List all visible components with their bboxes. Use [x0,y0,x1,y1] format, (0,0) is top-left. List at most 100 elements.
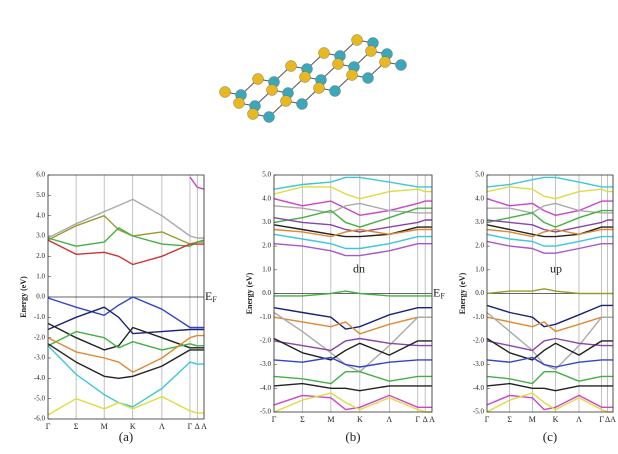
x-tick-label: K [130,422,136,431]
band [273,202,432,214]
x-tick-label: A [201,422,207,431]
band [274,290,432,297]
x-tick-label: A [429,415,435,424]
y-tick-label: 4.0 [36,211,45,219]
fermi-label: EF [433,285,445,300]
plot-frame [273,174,433,413]
y-tick-label: -6.0 [34,415,46,423]
y-tick-label: 2.0 [36,252,45,260]
band [273,217,432,233]
fermi-label-sub: F [440,291,445,300]
x-tick-label: Λ [576,415,582,424]
fermi-label-sub: F [212,295,217,304]
band [486,176,613,188]
band [273,207,432,228]
fermi-label-main: E [433,285,440,299]
y-axis-label: Energy (eV) [245,272,254,314]
y-axis-label: Energy (eV) [458,272,467,314]
y-tick-label: 1.0 [262,265,271,273]
band [486,240,613,254]
atom [266,84,278,96]
y-tick-label: -4.0 [473,384,485,392]
spin-label: up [550,262,562,276]
x-tick-label: K [553,415,559,424]
band [273,394,432,411]
band [486,337,613,361]
y-tick-label: 1.0 [36,272,45,280]
y-axis-label: Energy (eV) [19,276,28,318]
atom [285,60,297,72]
band [487,202,613,214]
band [47,239,204,266]
y-tick-label: -1.0 [473,313,485,321]
atom [263,111,275,123]
band [273,307,432,330]
band [273,316,432,335]
y-tick-label: 1.0 [475,265,484,273]
y-tick-label: 5.0 [262,171,271,179]
y-tick-label: 5.0 [36,191,45,199]
band [273,228,432,238]
y-tick-label: -2.0 [34,333,46,341]
x-tick-label: M [101,422,108,431]
y-tick-label: -3.0 [34,354,46,362]
band [273,392,432,413]
y-tick-label: 3.0 [36,232,45,240]
band [486,394,613,411]
x-tick-label: M [529,415,536,424]
atom [365,45,377,57]
band [486,209,613,228]
x-tick-label: Δ [423,415,428,424]
y-tick-label: 2.0 [262,242,271,250]
band [486,337,613,352]
band [47,296,204,329]
plot-frame [47,174,205,420]
band [273,243,432,257]
band [47,306,204,335]
y-tick-label: -3.0 [473,360,485,368]
atom [318,47,330,59]
band [47,343,204,379]
atom [296,98,308,110]
y-tick-label: 5.0 [475,171,484,179]
band [273,224,432,238]
band [273,371,432,385]
band [486,316,613,333]
x-tick-label: Σ [507,415,512,424]
x-tick-label: Γ [46,422,51,431]
panel-label: (c) [543,429,557,444]
band [47,345,204,408]
band [273,176,432,190]
x-tick-label: Δ [605,415,610,424]
band [486,219,613,233]
y-tick-label: -1.0 [260,313,272,321]
y-tick-label: -2.0 [260,337,272,345]
y-tick-label: -3.0 [260,360,272,368]
x-tick-label: A [610,415,616,424]
atom [362,72,374,84]
spin-label: dn [353,262,365,276]
y-tick-label: 0.0 [36,293,45,301]
y-tick-label: 4.0 [475,194,484,202]
atom [329,85,341,97]
y-tick-label: 0.0 [262,289,271,297]
band [273,186,432,200]
atom [379,56,391,68]
band [273,382,432,392]
x-tick-label: Λ [159,422,165,431]
atom [332,58,344,70]
x-tick-label: Γ [415,415,420,424]
fermi-label-main: E [205,289,212,303]
structure [219,34,407,123]
y-tick-label: -5.0 [34,394,46,402]
atom [252,73,264,85]
band [486,233,613,247]
y-tick-label: 2.0 [475,242,484,250]
y-tick-label: 6.0 [36,171,45,179]
x-tick-label: Γ [272,415,277,424]
band [486,288,613,295]
band [47,227,205,247]
x-tick-label: M [327,415,334,424]
band [273,233,432,250]
atom [395,59,407,71]
